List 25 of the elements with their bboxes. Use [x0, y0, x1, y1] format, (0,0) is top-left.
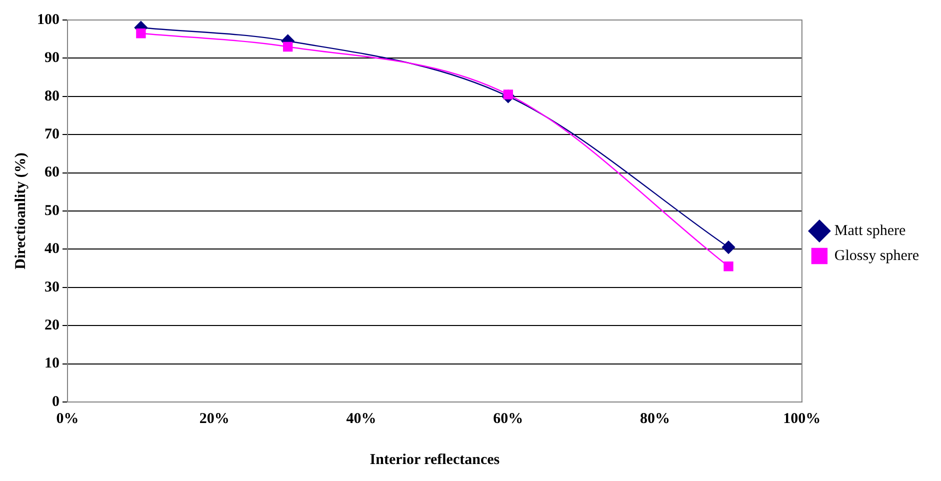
- legend-label: Glossy sphere: [834, 248, 920, 264]
- point: [282, 42, 293, 52]
- x-tick-label: 0%: [56, 410, 79, 427]
- y-tick-label: 40: [44, 241, 60, 258]
- point: [136, 28, 146, 38]
- y-tick-label: 0: [52, 394, 60, 410]
- y-tick-label: 60: [44, 164, 60, 181]
- y-tick-label: 90: [44, 50, 60, 66]
- point: [722, 240, 736, 254]
- y-tick-label: 80: [44, 88, 60, 104]
- x-tick-label: 60%: [493, 410, 524, 427]
- y-axis-title: Directioanlity (%): [12, 152, 29, 270]
- y-tick-label: 70: [44, 126, 60, 142]
- legend-label: Matt sphere: [834, 222, 906, 239]
- x-tick-label: 40%: [346, 410, 376, 427]
- point: [724, 262, 734, 272]
- x-tick-label: 20%: [199, 410, 230, 427]
- x-axis-title: Interior reflectances: [370, 452, 500, 468]
- x-tick-label: 100%: [783, 410, 821, 427]
- y-tick-label: 20: [44, 317, 60, 334]
- y-tick-label: 10: [44, 356, 60, 372]
- y-tick-label: 50: [44, 202, 60, 219]
- y-tick-label: 100: [37, 12, 60, 28]
- y-tick-label: 30: [44, 279, 60, 296]
- x-tick-label: 80%: [640, 410, 670, 427]
